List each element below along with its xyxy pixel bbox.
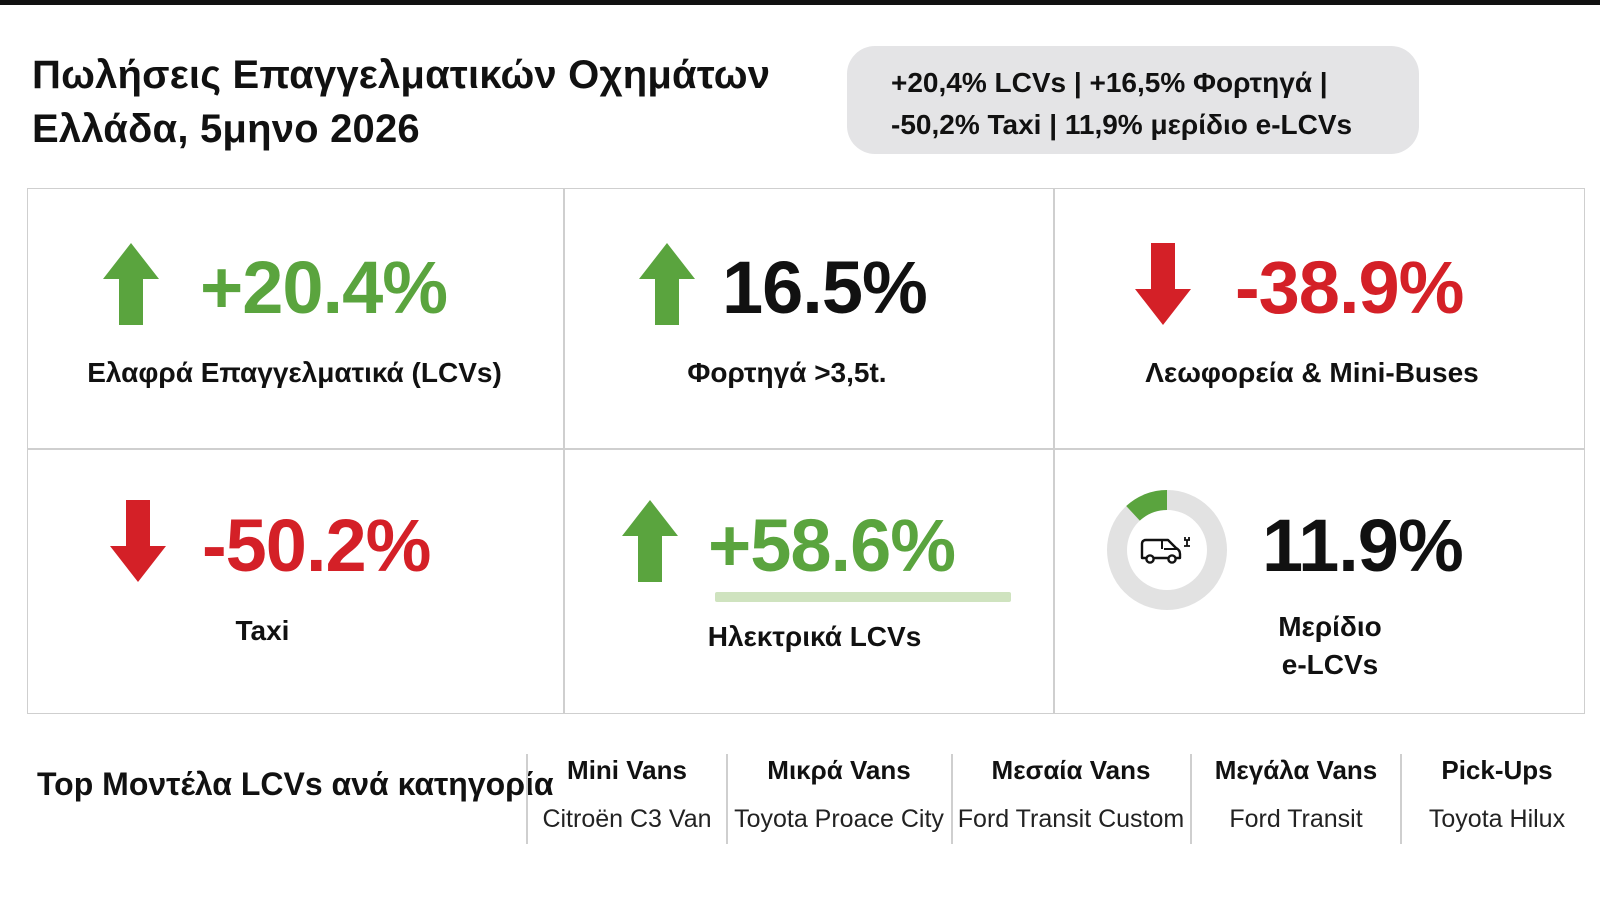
grid-divider [563, 189, 565, 713]
models-col-large-vans: Μεγάλα Vans Ford Transit [1192, 754, 1400, 844]
stat-value: 11.9% [1262, 504, 1464, 587]
models-divider [726, 754, 728, 844]
arrow-down-icon [1135, 243, 1191, 325]
models-title: Top Μοντέλα LCVs ανά κατηγορία [37, 766, 554, 802]
top-border [0, 0, 1600, 5]
stat-label: Ελαφρά Επαγγελματικά (LCVs) [87, 357, 502, 388]
grid-divider [1053, 189, 1055, 713]
model-category: Μεγάλα Vans [1214, 755, 1378, 785]
models-col-pick-ups: Pick-Ups Toyota Hilux [1402, 754, 1592, 844]
summary-line-2: -50,2% Taxi | 11,9% μερίδιο e-LCVs [891, 109, 1353, 140]
models-divider [1400, 754, 1402, 844]
stat-label: Ηλεκτρικά LCVs [707, 621, 922, 652]
summary-pill: +20,4% LCVs | +16,5% Φορτηγά | -50,2% Ta… [847, 46, 1419, 154]
models-divider [526, 754, 528, 844]
title-line-2: Ελλάδα, 5μηνο 2026 [32, 107, 420, 151]
page-title: Πωλήσεις Επαγγελματικών Οχημάτων Ελλάδα,… [32, 48, 770, 156]
models-divider [951, 754, 953, 844]
stat-value: -50.2% [202, 504, 431, 587]
models-col-medium-vans: Μεσαία Vans Ford Transit Custom [953, 754, 1189, 844]
electric-van-icon [1140, 537, 1190, 564]
stat-label: Μερίδιο e-LCVs [1230, 608, 1430, 684]
model-category: Mini Vans [567, 755, 687, 785]
stat-label-line-1: Μερίδιο [1278, 611, 1382, 642]
share-donut [1107, 490, 1227, 610]
title-line-1: Πωλήσεις Επαγγελματικών Οχημάτων [32, 53, 771, 97]
donut-share-arc [1126, 490, 1168, 522]
model-category: Pick-Ups [1441, 755, 1553, 785]
stat-label: Taxi [235, 615, 290, 646]
models-divider [1190, 754, 1192, 844]
summary-line-1: +20,4% LCVs | +16,5% Φορτηγά | [891, 67, 1328, 98]
models-col-small-vans: Μικρά Vans Toyota Proace City [728, 754, 950, 844]
stat-label-line-2: e-LCVs [1281, 649, 1379, 680]
model-category: Μεσαία Vans [991, 755, 1151, 785]
stat-value: +20.4% [200, 246, 448, 329]
stat-value: +58.6% [708, 504, 956, 587]
stat-value: -38.9% [1235, 246, 1464, 329]
model-name: Toyota Proace City [734, 805, 944, 833]
model-name: Ford Transit Custom [957, 805, 1185, 833]
stat-label: Φορτηγά >3,5t. [687, 357, 887, 388]
model-name: Toyota Hilux [1428, 805, 1566, 833]
electric-growth-bar [715, 592, 1011, 602]
model-name: Ford Transit [1229, 805, 1363, 833]
stat-label: Λεωφορεία & Mini-Buses [1145, 357, 1479, 388]
arrow-up-icon [639, 243, 695, 325]
stat-value: 16.5% [722, 246, 928, 329]
model-category: Μικρά Vans [767, 755, 911, 785]
models-col-mini-vans: Mini Vans Citroën C3 Van [528, 754, 726, 844]
arrow-up-icon [622, 500, 678, 582]
arrow-down-icon [110, 500, 166, 582]
model-name: Citroën C3 Van [542, 805, 712, 833]
arrow-up-icon [103, 243, 159, 325]
stats-grid [27, 188, 1585, 714]
grid-divider [28, 448, 1584, 450]
